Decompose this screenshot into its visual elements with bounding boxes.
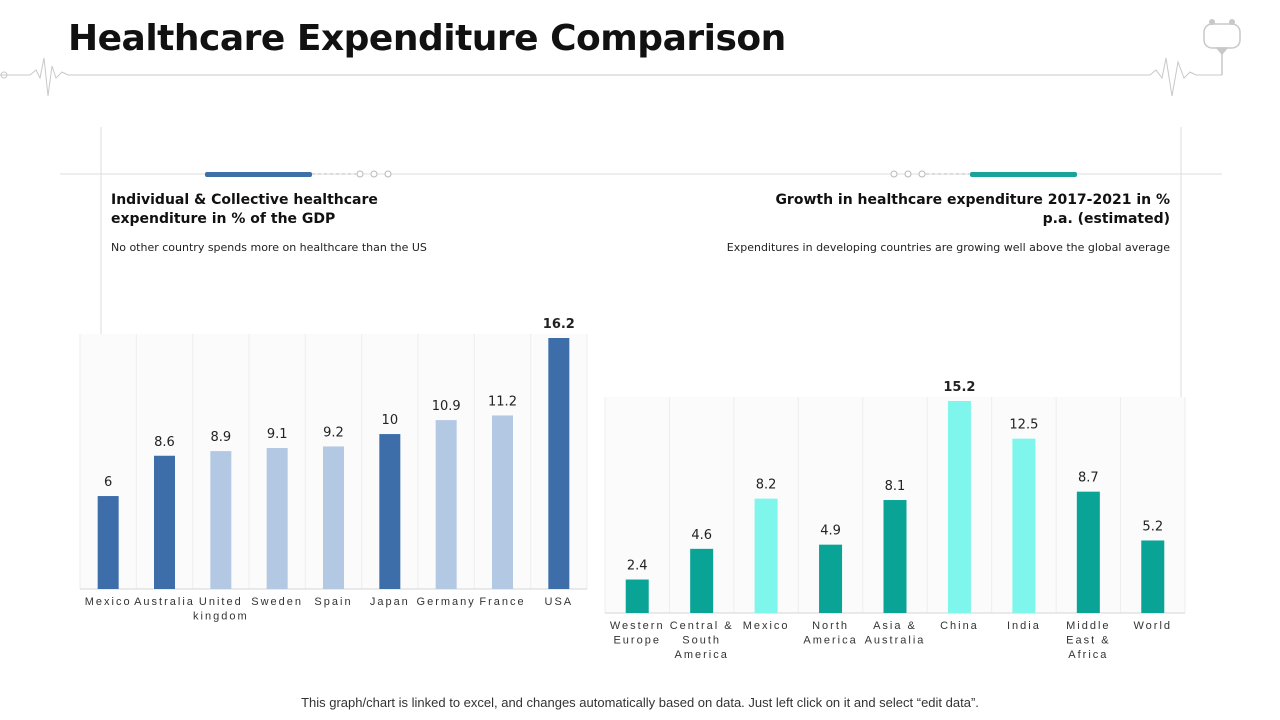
category-tick-label: United	[199, 596, 243, 608]
category-tick-label: kingdom	[193, 611, 249, 623]
bar-japan[interactable]	[379, 434, 401, 589]
data-label: 10.9	[432, 399, 461, 414]
right-chart-title: Growth in healthcare expenditure 2017-20…	[775, 192, 1170, 227]
category-tick-label: Japan	[370, 596, 410, 608]
bar-middle-east-africa[interactable]	[1076, 491, 1100, 613]
data-label: 6	[104, 475, 112, 490]
left-accent-dot	[384, 170, 392, 178]
bar-usa[interactable]	[548, 338, 570, 589]
bar-world[interactable]	[1141, 540, 1165, 613]
bar-sweden[interactable]	[266, 448, 288, 589]
category-tick-label: World	[1134, 620, 1173, 632]
category-tick-label: Sweden	[251, 596, 303, 608]
data-label: 8.6	[154, 435, 175, 450]
category-tick-label: Spain	[314, 596, 352, 608]
bar-mexico[interactable]	[97, 496, 119, 589]
data-label: 9.2	[323, 425, 344, 440]
data-label: 8.9	[210, 430, 231, 445]
category-tick-label: India	[1007, 620, 1041, 632]
category-tick-label: Australia	[134, 596, 195, 608]
data-label: 16.2	[543, 317, 575, 332]
data-label: 10	[382, 413, 399, 428]
category-tick-label: France	[479, 596, 525, 608]
bar-india[interactable]	[1012, 438, 1036, 613]
category-tick-label: East &	[1066, 635, 1110, 647]
data-label: 4.9	[820, 524, 841, 539]
category-tick-label: Asia &	[873, 620, 917, 632]
data-label: 12.5	[1009, 418, 1038, 433]
bar-germany[interactable]	[435, 420, 457, 589]
right-accent-dot	[918, 170, 926, 178]
bar-mexico[interactable]	[754, 498, 778, 613]
stethoscope-icon	[1203, 19, 1241, 75]
heartbeat-line-left	[0, 57, 1222, 97]
left-chart-subtitle: No other country spends more on healthca…	[111, 241, 427, 254]
footer-note: This graph/chart is linked to excel, and…	[301, 695, 979, 710]
category-tick-label: South	[682, 635, 721, 647]
data-label: 9.1	[267, 427, 288, 442]
category-tick-label: USA	[545, 596, 574, 608]
category-tick-label: Middle	[1066, 620, 1110, 632]
left-accent-dot	[356, 170, 364, 178]
page-title: Healthcare Expenditure Comparison	[68, 18, 786, 59]
category-tick-label: Central &	[670, 620, 734, 632]
category-tick-label: America	[803, 635, 857, 647]
category-tick-label: Africa	[1068, 649, 1108, 661]
data-label: 8.2	[756, 478, 777, 493]
right-accent-dot	[904, 170, 912, 178]
right-accent-dot	[890, 170, 898, 178]
category-tick-label: Europe	[613, 635, 660, 647]
bar-spain[interactable]	[323, 446, 344, 589]
category-tick-label: Germany	[417, 596, 476, 608]
data-label: 11.2	[488, 394, 517, 409]
category-tick-label: Australia	[865, 635, 926, 647]
left-accent-bar	[205, 172, 312, 177]
right-accent-bar	[970, 172, 1077, 177]
bar-asia-australia[interactable]	[883, 500, 907, 613]
category-tick-label: Mexico	[85, 596, 132, 608]
right-chart-subtitle: Expenditures in developing countries are…	[726, 241, 1170, 254]
left-chart-title: Individual & Collective healthcare expen…	[111, 192, 378, 227]
category-tick-label: China	[940, 620, 979, 632]
category-tick-label: North	[812, 620, 849, 632]
bar-central-south-america[interactable]	[690, 548, 714, 613]
bar-western-europe[interactable]	[625, 579, 649, 613]
left-accent-dot	[370, 170, 378, 178]
data-label: 2.4	[627, 559, 648, 574]
bar-north-america[interactable]	[819, 544, 843, 613]
category-tick-label: America	[674, 649, 728, 661]
bar-france[interactable]	[492, 415, 513, 589]
bar-china[interactable]	[947, 401, 971, 613]
bar-australia[interactable]	[154, 455, 175, 589]
data-label: 15.2	[943, 380, 975, 395]
category-tick-label: Western	[610, 620, 665, 632]
line-end-dot	[0, 71, 8, 79]
data-label: 4.6	[691, 528, 712, 543]
bar-united-kingdom[interactable]	[210, 451, 232, 589]
data-label: 8.7	[1078, 471, 1099, 486]
data-label: 5.2	[1142, 519, 1163, 534]
category-tick-label: Mexico	[743, 620, 790, 632]
data-label: 8.1	[885, 479, 906, 494]
